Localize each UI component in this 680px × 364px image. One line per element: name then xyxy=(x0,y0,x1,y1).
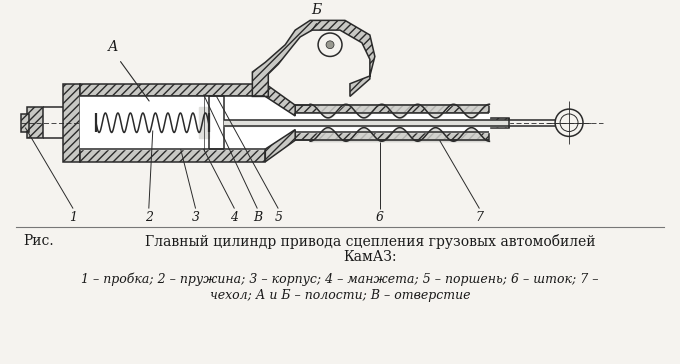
Text: 2: 2 xyxy=(145,210,153,223)
Bar xyxy=(199,96,209,107)
Bar xyxy=(21,114,29,131)
Text: А: А xyxy=(107,40,118,55)
Polygon shape xyxy=(214,96,218,149)
Polygon shape xyxy=(295,113,490,132)
Text: 4: 4 xyxy=(231,210,239,223)
Polygon shape xyxy=(80,96,265,149)
Bar xyxy=(80,149,265,162)
Polygon shape xyxy=(199,107,209,138)
Circle shape xyxy=(318,33,342,56)
Text: чехол; А и Б – полости; В – отверстие: чехол; А и Б – полости; В – отверстие xyxy=(209,289,471,301)
Bar xyxy=(209,96,214,149)
Text: Б: Б xyxy=(311,3,321,17)
Polygon shape xyxy=(252,20,375,96)
Polygon shape xyxy=(265,96,295,149)
Bar xyxy=(21,114,29,131)
Text: Главный цилиндр привода сцепления грузовых автомобилей: Главный цилиндр привода сцепления грузов… xyxy=(145,234,595,249)
Bar xyxy=(218,96,224,149)
Bar xyxy=(295,132,490,140)
Bar xyxy=(295,105,490,113)
Bar xyxy=(80,149,265,162)
Text: 5: 5 xyxy=(274,210,282,223)
Text: 1 – пробка; 2 – пружина; 3 – корпус; 4 – манжета; 5 – поршень; 6 – шток; 7 –: 1 – пробка; 2 – пружина; 3 – корпус; 4 –… xyxy=(81,273,599,286)
Bar xyxy=(199,96,209,107)
Bar xyxy=(199,138,209,149)
Bar xyxy=(27,107,44,138)
Bar xyxy=(209,96,214,149)
Bar xyxy=(199,138,209,149)
Bar xyxy=(63,84,80,162)
Bar xyxy=(27,107,44,138)
Bar xyxy=(295,105,490,113)
Bar xyxy=(218,96,224,149)
Text: Рис.: Рис. xyxy=(23,234,54,248)
Text: 7: 7 xyxy=(475,210,483,223)
Polygon shape xyxy=(265,84,295,116)
Bar xyxy=(490,118,509,128)
Text: 1: 1 xyxy=(69,210,77,223)
Text: 3: 3 xyxy=(192,210,200,223)
Text: КамАЗ:: КамАЗ: xyxy=(343,250,396,265)
Text: 6: 6 xyxy=(376,210,384,223)
Bar xyxy=(490,118,509,128)
Bar xyxy=(295,132,490,140)
Bar xyxy=(80,84,265,96)
Bar xyxy=(63,84,80,162)
Circle shape xyxy=(326,41,334,49)
Polygon shape xyxy=(265,130,295,162)
Text: В: В xyxy=(253,210,262,223)
Polygon shape xyxy=(224,120,509,126)
Bar xyxy=(80,84,265,96)
